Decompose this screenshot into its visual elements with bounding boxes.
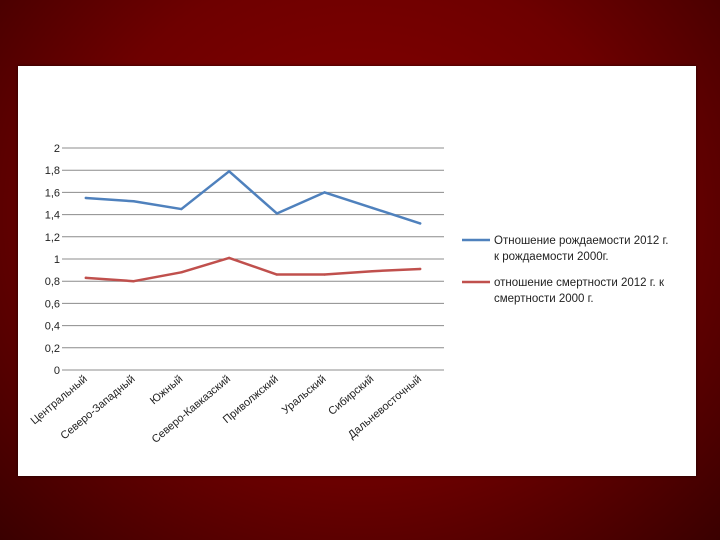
series-1 (84, 170, 422, 225)
x-category-label: Южный (148, 373, 185, 407)
y-tick-label: 1,2 (45, 232, 60, 244)
data-point (418, 222, 422, 225)
y-tick-label: 1 (54, 254, 60, 266)
data-point (323, 191, 326, 194)
data-point (180, 207, 183, 211)
legend-label: к рождаемости 2000г. (494, 251, 609, 263)
series-2 (84, 256, 422, 283)
legend: Отношение рождаемости 2012 г. к рождаемос… (462, 235, 669, 305)
data-point (371, 206, 374, 210)
y-axis-tick-labels: 0 0,2 0,4 0,6 0,8 1 1,2 1,4 1,6 1,8 2 (45, 143, 60, 377)
data-point (132, 280, 135, 283)
data-point (84, 196, 88, 200)
legend-item-2: отношение смертности 2012 г. к смертности… (462, 277, 665, 305)
legend-label: отношение смертности 2012 г. к (494, 277, 665, 289)
legend-item-1: Отношение рождаемости 2012 г. к рождаемос… (462, 235, 669, 263)
series-line (84, 170, 422, 225)
y-tick-label: 1,8 (45, 165, 60, 177)
slide-card (18, 66, 696, 476)
x-category-label: Уральский (280, 373, 329, 417)
gridlines (62, 147, 444, 371)
legend-label: смертности 2000 г. (494, 293, 594, 305)
y-tick-label: 1,6 (45, 187, 60, 199)
x-category-label: Северо-Кавказский (150, 373, 233, 446)
y-tick-label: 0,4 (45, 321, 60, 333)
data-point (227, 256, 231, 260)
series-lines (84, 170, 422, 283)
data-point (132, 200, 135, 203)
data-point (84, 276, 88, 280)
x-category-label: Сибирский (326, 373, 376, 418)
data-point (180, 271, 183, 274)
data-point (371, 270, 374, 273)
data-point (227, 170, 231, 173)
y-tick-label: 0,8 (45, 276, 60, 288)
data-point (275, 273, 279, 276)
y-tick-label: 0,6 (45, 298, 60, 310)
y-tick-label: 1,4 (45, 210, 60, 222)
y-tick-label: 0 (54, 365, 60, 377)
data-point (323, 273, 326, 276)
data-point (275, 212, 279, 215)
y-tick-label: 0,2 (45, 343, 60, 355)
y-tick-label: 2 (54, 143, 60, 155)
legend-label: Отношение рождаемости 2012 г. (494, 235, 669, 247)
series-line (84, 256, 422, 283)
data-point (418, 267, 422, 271)
